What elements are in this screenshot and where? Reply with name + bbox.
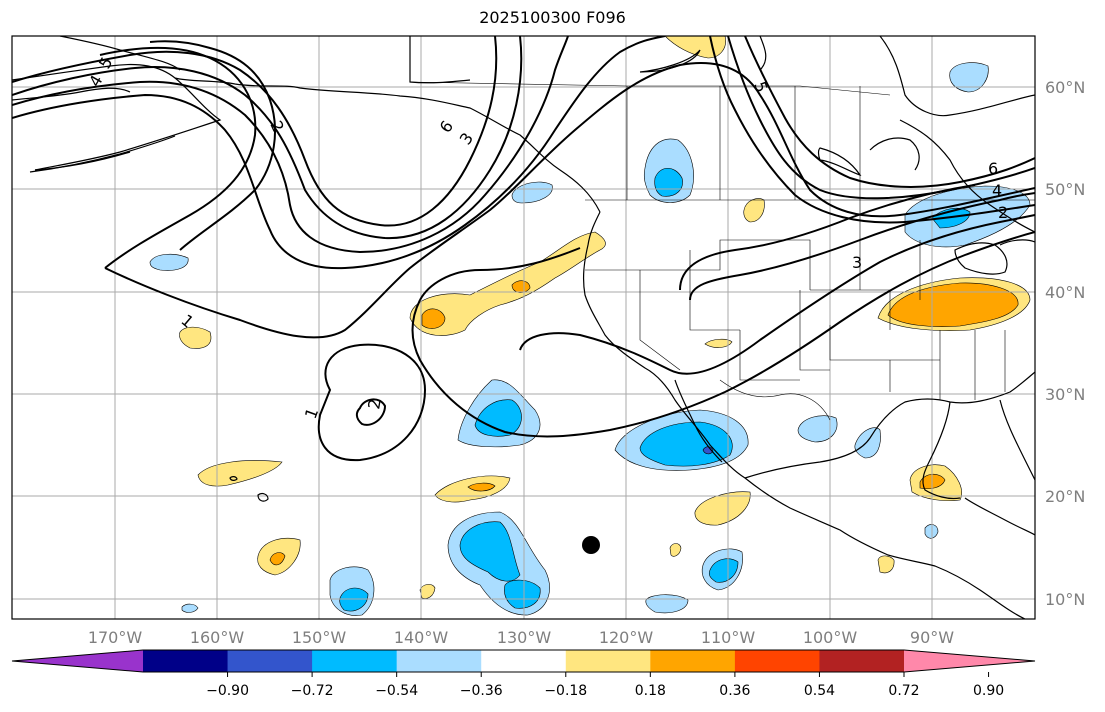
colorbar-segment (227, 650, 313, 672)
colorbar-tick-label: 0.36 (719, 683, 750, 699)
colorbar-segment (819, 650, 905, 672)
lon-label: 130°W (497, 628, 552, 647)
colorbar-segment (734, 650, 820, 672)
graticule (12, 36, 1035, 619)
contour-label: 4 (992, 181, 1002, 200)
anomaly-blue-southwest (339, 587, 369, 612)
contour-label: 6 (988, 159, 998, 178)
anomaly-blue-canada (654, 167, 683, 197)
colorbar-segment (396, 650, 482, 672)
lon-label: 170°W (88, 628, 143, 647)
lon-label: 90°W (910, 628, 954, 647)
lat-label: 60°N (1045, 78, 1085, 97)
anomaly-lightblue-small1 (181, 603, 199, 613)
anomaly-blue-south (459, 521, 521, 582)
anomaly-yellow-pacific-band (409, 231, 606, 336)
contour-label: 3 (852, 253, 862, 272)
anomaly-blue-south2 (504, 579, 541, 609)
colorbar: −0.90 −0.72 −0.54 −0.36 −0.18 0.18 0.36 0.54 0.7… (11, 649, 1036, 699)
anomaly-yellow-southwest (704, 338, 733, 348)
colorbar-tick-label: 0.54 (804, 683, 835, 699)
anomaly-yellow-mexico (694, 491, 751, 526)
colorbar-tick-label: −0.36 (460, 683, 503, 699)
colorbar-tick-label: −0.54 (375, 683, 418, 699)
storm-center-marker (582, 536, 600, 554)
anomaly-yellow-small3 (877, 555, 895, 574)
anomaly-blue-baja (639, 421, 733, 467)
shaded-anomalies (149, 36, 1031, 616)
anomaly-orange-midwest (887, 282, 1019, 327)
colorbar-tick-label: −0.18 (544, 683, 587, 699)
lon-label: 110°W (701, 628, 756, 647)
anomaly-orange-southwest2 (269, 552, 286, 566)
anomaly-yellow-hawaii (197, 460, 283, 487)
contour-lines (12, 36, 1035, 462)
anomaly-lightblue-gulf-alaska (511, 181, 553, 204)
colorbar-segment (650, 650, 736, 672)
colorbar-tick-label: −0.90 (206, 683, 249, 699)
colorbar-segment (481, 650, 567, 672)
lon-label: 140°W (394, 628, 449, 647)
colorbar-segment (143, 650, 229, 672)
map-frame (11, 35, 1036, 620)
lon-label: 100°W (803, 628, 858, 647)
map-title: 2025100300 F096 (479, 8, 626, 27)
anomaly-orange-pacific-band2 (511, 280, 531, 293)
latitude-labels: 60°N 50°N 40°N 30°N 20°N 10°N (1045, 78, 1085, 609)
colorbar-segment (565, 650, 651, 672)
lat-label: 50°N (1045, 180, 1085, 199)
colorbar-tick-label: 0.18 (635, 683, 666, 699)
anomaly-lightblue-west-pacific (149, 253, 189, 271)
anomaly-lightblue-hudson (949, 62, 989, 93)
colorbar-extend-min (12, 650, 143, 672)
colorbar-tick-label: 0.72 (888, 683, 919, 699)
anomaly-lightblue-gulf2 (854, 427, 881, 459)
anomaly-orange-central (467, 482, 496, 492)
colorbar-extend-max (904, 650, 1035, 672)
lat-label: 40°N (1045, 283, 1085, 302)
anomaly-blue-south3 (708, 558, 739, 583)
lat-label: 30°N (1045, 385, 1085, 404)
lon-label: 160°W (190, 628, 245, 647)
lat-label: 20°N (1045, 487, 1085, 506)
colorbar-tick-label: −0.72 (291, 683, 334, 699)
anomaly-yellow-west-pacific (179, 326, 212, 349)
anomaly-lightblue-gulf (797, 415, 838, 443)
lon-label: 150°W (292, 628, 347, 647)
anomaly-orange-pacific-band1 (421, 308, 446, 329)
contour-label: 2 (364, 397, 384, 410)
anomaly-yellow-small2 (669, 543, 682, 557)
lon-label: 120°W (599, 628, 654, 647)
anomaly-yellow-small1 (419, 584, 436, 599)
colorbar-segment (312, 650, 398, 672)
anomaly-blue-midpacific (474, 399, 522, 437)
contour-label: 2 (998, 203, 1008, 222)
lat-label: 10°N (1045, 590, 1085, 609)
colorbar-outline (11, 649, 1036, 673)
longitude-labels: 170°W 160°W 150°W 140°W 130°W 120°W 110°… (88, 628, 954, 647)
colorbar-tick-label: 0.90 (973, 683, 1004, 699)
